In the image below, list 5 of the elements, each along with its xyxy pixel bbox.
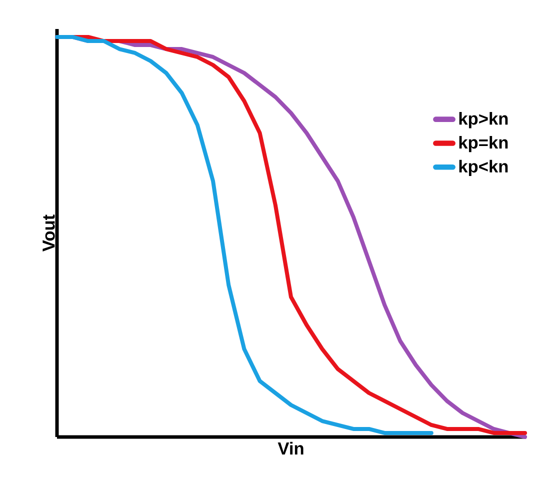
legend-label: kp=kn: [459, 136, 508, 152]
legend-label: kp>kn: [459, 112, 508, 128]
x-axis-title: Vin: [278, 442, 304, 454]
legend-label: kp<kn: [459, 160, 508, 176]
y-axis-title: Vout: [42, 214, 55, 252]
